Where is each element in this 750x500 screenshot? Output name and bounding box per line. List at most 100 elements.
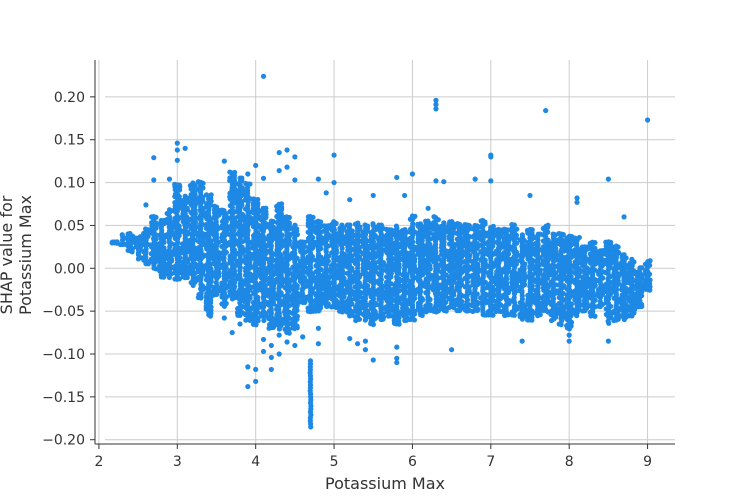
data-point-1524: [286, 330, 292, 336]
data-point-4605: [292, 177, 298, 183]
data-point-4610: [433, 178, 439, 184]
data-point-4593: [292, 154, 298, 160]
y-axis-label-line-0: SHAP value for: [0, 195, 16, 314]
data-point-4521: [631, 259, 637, 265]
data-point-2677: [410, 221, 416, 227]
y-tick-label-2: −0.10: [42, 347, 85, 363]
data-point-4241: [592, 313, 598, 319]
data-point-162: [161, 245, 167, 251]
x-tick-label-7: 9: [643, 454, 652, 470]
data-point-1877: [325, 268, 331, 274]
y-tick-label-8: 0.20: [54, 90, 85, 106]
y-axis-label-line-1: Potassium Max: [16, 195, 35, 315]
data-point-4601: [166, 176, 173, 182]
data-point-768: [223, 211, 229, 217]
data-point-290: [176, 193, 182, 200]
data-point-1622: [294, 255, 300, 261]
data-point-4585: [644, 117, 651, 123]
data-point-1444: [278, 253, 284, 259]
x-tick-label-5: 7: [486, 454, 495, 470]
data-point-4596: [488, 154, 494, 160]
data-point-627: [208, 192, 214, 198]
data-point-1322: [268, 243, 274, 249]
data-point-2832: [427, 263, 433, 269]
data-point-4576: [647, 277, 653, 283]
data-point-438: [192, 207, 198, 213]
data-point-764: [223, 222, 229, 229]
data-point-3859: [545, 229, 551, 235]
data-point-4586: [174, 140, 180, 146]
data-point-2098: [349, 228, 355, 234]
data-point-520: [200, 221, 206, 228]
data-point-4243: [592, 297, 598, 303]
data-point-3256: [475, 261, 481, 267]
data-point-2697: [412, 213, 418, 219]
data-point-4652: [566, 338, 572, 344]
data-point-4636: [284, 339, 290, 345]
data-point-758: [223, 249, 229, 255]
data-point-3653: [522, 261, 528, 267]
data-point-1252: [262, 283, 268, 289]
data-point-152: [161, 274, 167, 280]
data-point-4621: [574, 199, 580, 205]
data-point-4644: [362, 347, 369, 353]
data-point-4603: [245, 171, 251, 177]
data-point-1171: [254, 229, 261, 236]
data-point-4619: [527, 192, 533, 199]
data-point-4590: [151, 155, 157, 161]
data-point-4609: [409, 171, 416, 177]
data-point-4633: [268, 366, 274, 373]
data-point-4612: [472, 176, 478, 182]
data-point-2090: [349, 265, 355, 271]
data-point-597: [208, 304, 214, 310]
data-point-2752: [419, 295, 425, 302]
data-point-4608: [394, 174, 400, 181]
data-point-685: [215, 266, 222, 272]
data-point-346: [184, 256, 190, 262]
y-tick-label-7: 0.15: [54, 133, 85, 149]
data-point-2226: [364, 302, 370, 308]
data-points: [109, 73, 653, 430]
data-point-1606: [294, 323, 300, 329]
data-point-2026: [341, 225, 347, 231]
data-point-721: [221, 289, 227, 295]
data-point-1627: [294, 226, 300, 232]
data-point-3861: [545, 222, 551, 228]
data-point-1542: [286, 238, 293, 244]
data-point-4588: [182, 145, 188, 151]
data-point-4594: [331, 152, 337, 158]
data-point-2229: [365, 283, 371, 289]
data-point-4584: [543, 107, 549, 114]
data-point-867: [231, 182, 237, 188]
data-point-1953: [333, 220, 339, 227]
data-point-3595: [513, 232, 519, 238]
data-point-4599: [276, 167, 282, 174]
data-point-2079: [347, 222, 353, 228]
data-point-1672: [301, 257, 308, 263]
data-point-1617: [294, 283, 300, 289]
data-point-272: [176, 276, 183, 282]
data-point-655: [213, 279, 219, 286]
data-point-2383: [380, 267, 386, 273]
data-point-4578: [647, 262, 653, 268]
y-axis-label: SHAP value forPotassium Max: [0, 195, 35, 315]
data-point-4611: [441, 179, 447, 185]
data-point-3784: [537, 267, 544, 273]
data-point-4548: [638, 301, 645, 308]
data-point-1879: [325, 253, 332, 259]
data-point-4649: [449, 347, 455, 353]
data-point-3329: [482, 219, 488, 225]
data-point-3640: [519, 232, 525, 238]
data-point-2171: [357, 224, 363, 230]
data-point-1545: [286, 226, 292, 232]
data-point-1615: [294, 290, 300, 296]
data-point-4617: [401, 192, 408, 199]
y-tick-label-6: 0.10: [54, 176, 85, 192]
data-point-4631: [268, 342, 274, 349]
data-point-4607: [331, 179, 337, 186]
data-point-4592: [284, 147, 290, 153]
data-point-1538: [286, 267, 292, 273]
data-point-4634: [276, 332, 282, 338]
data-point-2826: [427, 302, 433, 308]
data-point-163: [161, 239, 167, 245]
